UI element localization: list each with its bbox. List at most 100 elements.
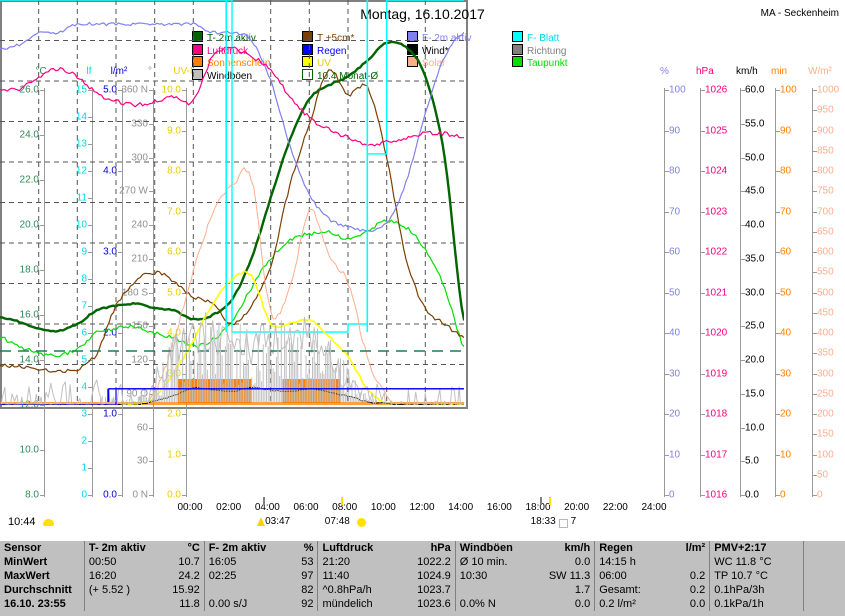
table-cell: 11:40 <box>317 569 393 583</box>
legend-item-taupunkt[interactable]: Taupunkt <box>512 56 568 69</box>
axis-unit-label: lf <box>86 66 92 77</box>
axis-tick-label: 4 <box>81 381 87 393</box>
legend-item-windb-en[interactable]: Windböen <box>192 68 252 82</box>
table-header-cell: PMV+2:17 <box>709 541 804 555</box>
table-cell: TP 10.7 °C <box>709 569 804 583</box>
table-header-cell: T- 2m aktiv <box>83 541 162 555</box>
axis-tick-mark <box>741 495 745 496</box>
axis-tick-mark <box>741 326 745 328</box>
axis-tick-mark <box>149 225 153 226</box>
time-tick-label: 08:00 <box>332 502 358 513</box>
axis-tick-label: 10 <box>75 219 87 231</box>
axis-tick-label: 0.0 <box>103 489 117 501</box>
axis-tick-mark <box>701 373 705 375</box>
axis-unit-label: ° <box>148 66 152 77</box>
summary-table-grid: Sensor T- 2m aktiv °C F- 2m aktiv% Luftdruck… <box>0 541 845 611</box>
axis-tick-mark <box>149 258 153 260</box>
sun-event-label: 07:48 <box>324 516 350 527</box>
axis-tick-label: 6 <box>81 327 87 339</box>
axis-tick-label: 1026 <box>705 84 728 96</box>
table-cell <box>664 555 710 569</box>
table-cell: MinWert <box>4 556 48 568</box>
axis-tick-label: 0.0 <box>745 489 759 501</box>
legend-item-sonnenschein[interactable]: Sonnenschein <box>192 56 270 69</box>
axis-line <box>186 88 187 497</box>
series-luftdruck <box>0 46 464 147</box>
axis-tick-label: 60.0 <box>745 84 765 96</box>
axis-tick-mark <box>813 191 817 193</box>
axis-tick-mark <box>776 292 780 294</box>
axis-tick-label: 7.0 <box>167 206 181 217</box>
axis-tick-mark <box>813 130 817 132</box>
axis-tick-mark <box>813 272 817 274</box>
axis-tick-mark <box>813 434 817 436</box>
axis-tick-label: 1000 <box>817 84 840 96</box>
table-cell <box>802 569 845 583</box>
axis-tick-mark <box>776 252 780 253</box>
axis-tick-mark <box>741 258 745 260</box>
axis-tick-label: 20 <box>669 408 681 420</box>
axis-tick-mark <box>741 292 745 294</box>
axis-tick-label: 60 <box>136 422 148 433</box>
table-cell: Ø 10 min. <box>454 555 532 569</box>
legend-item-regen[interactable]: Regen <box>302 43 346 57</box>
table-cell <box>802 583 845 597</box>
chart-plot-area[interactable] <box>0 0 468 409</box>
axis-tick-label: 800 <box>817 165 834 177</box>
sun-event-tick <box>263 497 266 505</box>
axis-tick-mark <box>776 90 780 91</box>
table-header-cell: Regen <box>594 541 664 555</box>
table-cell: 0.2 l/m² <box>594 597 664 611</box>
table-cell: (+ 5.52 ) <box>83 583 162 597</box>
legend-item-t-5cm-[interactable]: T +5cm* <box>302 31 354 44</box>
axis-tick-mark <box>149 191 153 193</box>
sunshine-band <box>177 379 252 403</box>
legend-item-f-2m-aktiv[interactable]: F- 2m aktiv <box>407 31 471 44</box>
legend-swatch-icon <box>407 31 418 42</box>
axis-tick-mark <box>813 333 817 334</box>
axis-tick-mark <box>776 171 780 172</box>
legend-item-label: F- Blatt <box>527 33 560 44</box>
axis-tick-label: 5.0 <box>745 455 759 467</box>
table-cell: 10:30 <box>454 569 532 583</box>
axis-tick-label: 1025 <box>705 125 728 136</box>
table-cell <box>454 583 532 597</box>
axis-tick-mark <box>182 130 186 132</box>
axis-tick-mark <box>665 333 669 334</box>
axis-line <box>664 88 665 497</box>
legend-swatch-icon <box>302 43 313 55</box>
axis-tick-label: 10.0 <box>19 444 39 456</box>
axis-unit-label: W/m² <box>808 66 832 77</box>
axis-tick-mark <box>182 495 186 496</box>
axis-tick-label: 6.0 <box>167 246 181 258</box>
axis-tick-label: 30 <box>669 368 681 379</box>
table-cell: 97 <box>301 570 314 582</box>
axis-tick-label: 5 <box>81 354 87 366</box>
table-cell: ^0.8hPa/h <box>317 583 393 597</box>
axis-tick-label: 1024 <box>705 165 728 177</box>
axis-tick-mark <box>665 130 669 132</box>
legend-item-uv[interactable]: UV <box>302 56 331 69</box>
axis-tick-label: 18.0 <box>19 264 39 276</box>
axis-tick-label: 80 <box>669 165 681 177</box>
axis-tick-mark <box>776 333 780 334</box>
axis-tick-mark <box>118 90 122 91</box>
axis-unit-label: °C <box>35 66 47 77</box>
axis-tick-label: 12 <box>75 165 87 177</box>
sun-event-tick <box>340 497 343 505</box>
axis-tick-label: 600 <box>817 246 834 258</box>
table-cell: 1023.7 <box>417 584 451 596</box>
axis-tick-mark <box>182 171 186 172</box>
table-cell: WC 11.8 °C <box>709 555 804 569</box>
axis-tick-label: 45.0 <box>745 185 765 197</box>
axis-tick-mark <box>182 211 186 213</box>
axis-tick-label: 60 <box>780 246 792 258</box>
table-cell: 0.1hPa/3h <box>709 583 804 597</box>
axis-tick-mark <box>813 454 817 456</box>
legend-item-richtung[interactable]: Richtung <box>512 43 566 57</box>
legend-item-f-blatt[interactable]: F- Blatt <box>512 31 559 44</box>
legend-item-luftdruck[interactable]: Luftdruck <box>192 43 248 57</box>
axis-tick-mark <box>813 90 817 91</box>
legend-swatch-icon <box>192 68 203 80</box>
table-header-cell: km/h <box>564 542 591 554</box>
